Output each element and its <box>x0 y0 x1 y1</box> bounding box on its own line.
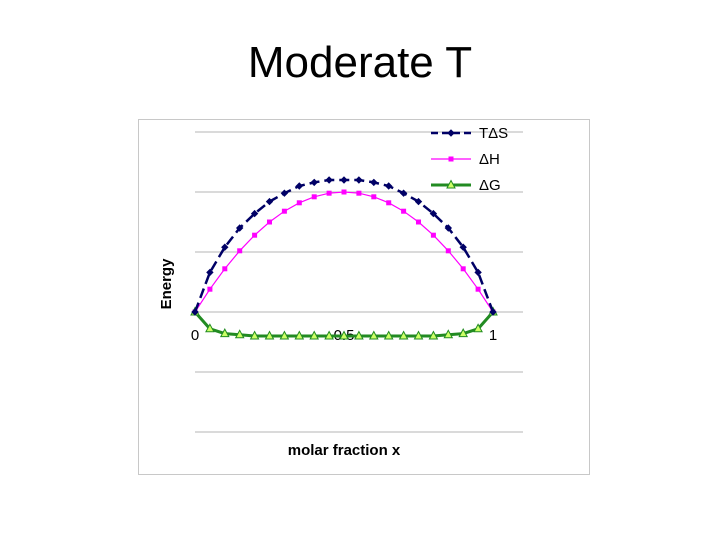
data-point <box>281 208 287 214</box>
y-axis-label: Energy <box>158 258 175 310</box>
series-layer <box>190 176 498 340</box>
data-point <box>205 323 215 333</box>
legend-entry-0: TΔS <box>431 125 508 142</box>
data-point <box>386 200 392 206</box>
data-point <box>219 328 230 338</box>
data-point <box>398 330 409 340</box>
data-point <box>370 178 378 187</box>
data-point <box>354 330 364 340</box>
data-point <box>237 248 243 254</box>
data-point <box>384 182 393 190</box>
x-tick-label: 0 <box>191 327 199 344</box>
legend-label: ΔH <box>479 151 500 168</box>
data-point <box>356 190 362 196</box>
data-point <box>459 243 467 251</box>
data-point <box>341 189 347 195</box>
data-point <box>445 248 451 254</box>
data-point <box>444 224 453 232</box>
data-point <box>207 286 213 292</box>
data-point <box>399 189 408 197</box>
x-axis-label: molar fraction x <box>288 442 401 459</box>
data-point <box>279 330 290 340</box>
data-point <box>265 197 274 206</box>
data-point <box>252 232 258 238</box>
series-0 <box>191 176 497 316</box>
data-point <box>339 330 349 340</box>
data-point <box>324 330 334 340</box>
gridlines <box>195 131 523 433</box>
series-line-0 <box>193 178 495 313</box>
data-point <box>191 308 199 316</box>
data-point <box>475 286 481 292</box>
data-point <box>458 328 469 338</box>
data-point <box>460 266 466 272</box>
data-point <box>429 209 438 218</box>
data-point <box>474 268 482 277</box>
data-point <box>443 329 454 339</box>
data-point <box>428 330 439 340</box>
legend-label: ΔG <box>479 177 501 194</box>
data-point <box>294 330 305 340</box>
legend-marker <box>446 179 456 189</box>
data-point <box>309 330 320 340</box>
data-point <box>295 182 304 190</box>
data-point <box>416 219 421 225</box>
data-point <box>325 176 333 184</box>
series-1 <box>192 189 496 315</box>
data-point <box>371 194 377 200</box>
data-point <box>489 308 497 316</box>
legend: TΔS ΔH ΔG <box>431 125 508 194</box>
data-point <box>473 323 483 333</box>
data-point <box>296 200 302 206</box>
data-point <box>221 243 229 251</box>
legend-label: TΔS <box>479 125 508 142</box>
data-point <box>311 194 317 200</box>
data-point <box>222 266 228 272</box>
legend-marker <box>448 156 454 162</box>
slide-title: Moderate T <box>247 38 473 87</box>
data-point <box>414 197 423 206</box>
legend-marker <box>447 129 455 137</box>
data-point <box>326 190 332 196</box>
data-point <box>368 330 379 340</box>
data-point <box>383 330 394 340</box>
data-point <box>430 232 436 238</box>
legend-entry-2: ΔG <box>431 177 501 194</box>
data-point <box>401 208 407 214</box>
data-point <box>280 189 289 197</box>
data-point <box>264 330 275 340</box>
data-point <box>355 176 363 184</box>
data-point <box>310 178 318 187</box>
data-point <box>249 330 260 340</box>
data-point <box>413 330 424 340</box>
data-point <box>267 219 272 225</box>
data-point <box>234 329 245 339</box>
data-point <box>250 209 259 218</box>
x-tick-label: 1 <box>489 327 497 344</box>
data-point <box>340 176 348 184</box>
legend-entry-1: ΔH <box>431 151 500 168</box>
data-point <box>235 224 244 232</box>
data-point <box>206 268 214 277</box>
